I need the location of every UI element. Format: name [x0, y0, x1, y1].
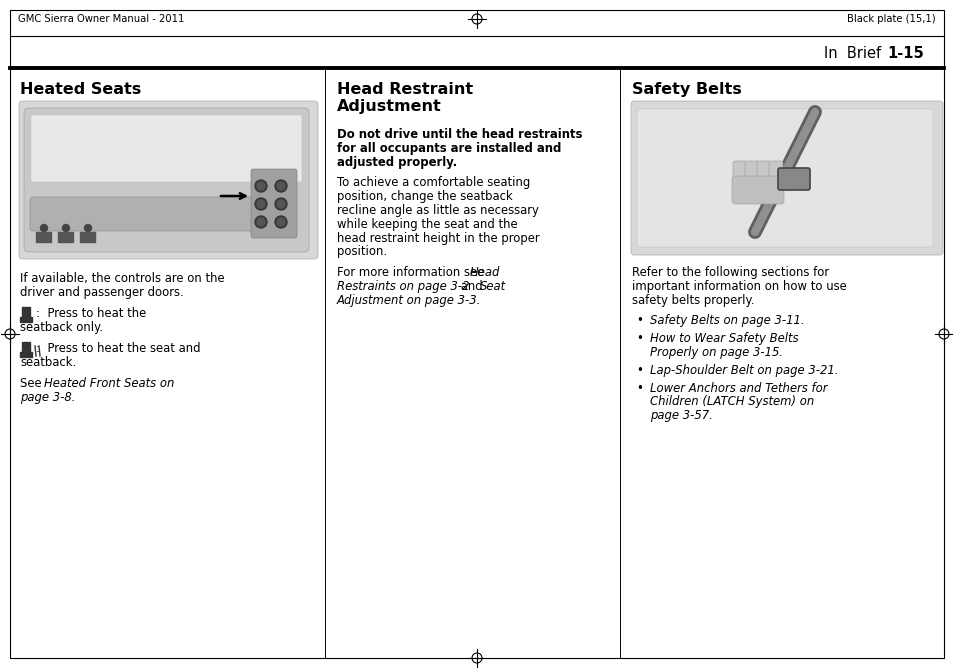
Text: adjusted properly.: adjusted properly. — [336, 156, 456, 168]
Text: See: See — [20, 377, 46, 390]
FancyBboxPatch shape — [24, 108, 309, 252]
Text: while keeping the seat and the: while keeping the seat and the — [336, 218, 517, 231]
Circle shape — [40, 224, 48, 232]
Text: Children (LATCH System) on: Children (LATCH System) on — [649, 395, 814, 408]
Text: Adjustment: Adjustment — [336, 99, 441, 114]
Text: head restraint height in the proper: head restraint height in the proper — [336, 232, 539, 244]
Text: In  Brief: In Brief — [823, 47, 881, 61]
Circle shape — [276, 218, 285, 226]
FancyBboxPatch shape — [251, 169, 296, 238]
Text: Do not drive until the head restraints: Do not drive until the head restraints — [336, 128, 581, 141]
Text: To achieve a comfortable seating: To achieve a comfortable seating — [336, 176, 530, 190]
Text: Head: Head — [470, 267, 500, 279]
Text: Black plate (15,1): Black plate (15,1) — [846, 14, 935, 24]
FancyBboxPatch shape — [744, 161, 759, 185]
Text: page 3-8.: page 3-8. — [20, 391, 75, 404]
Text: :  Press to heat the seat and: : Press to heat the seat and — [36, 342, 200, 355]
Circle shape — [256, 218, 265, 226]
FancyBboxPatch shape — [19, 101, 317, 259]
Text: Restraints on page 3-2: Restraints on page 3-2 — [336, 280, 469, 293]
Circle shape — [256, 200, 265, 208]
Text: Adjustment on page 3-3.: Adjustment on page 3-3. — [336, 294, 481, 307]
Circle shape — [256, 182, 265, 190]
Text: Lap-Shoulder Belt on page 3-21.: Lap-Shoulder Belt on page 3-21. — [649, 364, 838, 377]
Text: recline angle as little as necessary: recline angle as little as necessary — [336, 204, 538, 217]
Circle shape — [274, 216, 287, 228]
Circle shape — [63, 224, 70, 232]
FancyBboxPatch shape — [757, 161, 770, 185]
Text: important information on how to use: important information on how to use — [631, 280, 846, 293]
Text: Safety Belts: Safety Belts — [631, 82, 741, 97]
Circle shape — [254, 180, 267, 192]
Text: •: • — [636, 364, 642, 377]
Bar — [80, 232, 95, 242]
Text: •: • — [636, 332, 642, 345]
Text: If available, the controls are on the: If available, the controls are on the — [20, 272, 224, 285]
Circle shape — [85, 224, 91, 232]
Text: seatback.: seatback. — [20, 356, 76, 369]
Text: Heated Seats: Heated Seats — [20, 82, 141, 97]
Circle shape — [276, 200, 285, 208]
Text: For more information see: For more information see — [336, 267, 488, 279]
Circle shape — [274, 180, 287, 192]
FancyBboxPatch shape — [778, 168, 809, 190]
Text: •: • — [636, 315, 642, 327]
FancyBboxPatch shape — [731, 176, 783, 204]
Text: driver and passenger doors.: driver and passenger doors. — [20, 286, 184, 299]
FancyBboxPatch shape — [732, 161, 746, 185]
Text: GMC Sierra Owner Manual - 2011: GMC Sierra Owner Manual - 2011 — [18, 14, 184, 24]
Text: Heated Front Seats on: Heated Front Seats on — [44, 377, 174, 390]
Text: Safety Belts on page 3-11.: Safety Belts on page 3-11. — [649, 315, 803, 327]
Text: •: • — [636, 381, 642, 395]
Bar — [22, 307, 30, 317]
Text: Refer to the following sections for: Refer to the following sections for — [631, 266, 828, 279]
Text: and: and — [456, 280, 486, 293]
Circle shape — [254, 216, 267, 228]
Text: safety belts properly.: safety belts properly. — [631, 294, 754, 307]
Circle shape — [254, 198, 267, 210]
Text: position.: position. — [336, 245, 387, 259]
Text: Head Restraint: Head Restraint — [336, 82, 473, 97]
FancyBboxPatch shape — [768, 161, 782, 185]
Text: :  Press to heat the: : Press to heat the — [36, 307, 146, 320]
Text: for all occupants are installed and: for all occupants are installed and — [336, 142, 560, 155]
Bar — [58, 232, 73, 242]
Bar — [36, 232, 51, 242]
Text: position, change the seatback: position, change the seatback — [336, 190, 512, 203]
Bar — [20, 352, 32, 357]
FancyBboxPatch shape — [30, 197, 263, 231]
Circle shape — [276, 182, 285, 190]
FancyBboxPatch shape — [30, 115, 302, 182]
Text: 1-15: 1-15 — [886, 47, 923, 61]
FancyBboxPatch shape — [637, 109, 932, 247]
Text: Seat: Seat — [479, 280, 506, 293]
Bar — [20, 317, 32, 322]
Text: How to Wear Safety Belts: How to Wear Safety Belts — [649, 332, 798, 345]
Text: page 3-57.: page 3-57. — [649, 409, 712, 422]
Bar — [22, 342, 30, 352]
Circle shape — [274, 198, 287, 210]
Text: Lower Anchors and Tethers for: Lower Anchors and Tethers for — [649, 381, 826, 395]
FancyBboxPatch shape — [630, 101, 942, 255]
Text: seatback only.: seatback only. — [20, 321, 103, 334]
Text: Properly on page 3-15.: Properly on page 3-15. — [649, 346, 782, 359]
